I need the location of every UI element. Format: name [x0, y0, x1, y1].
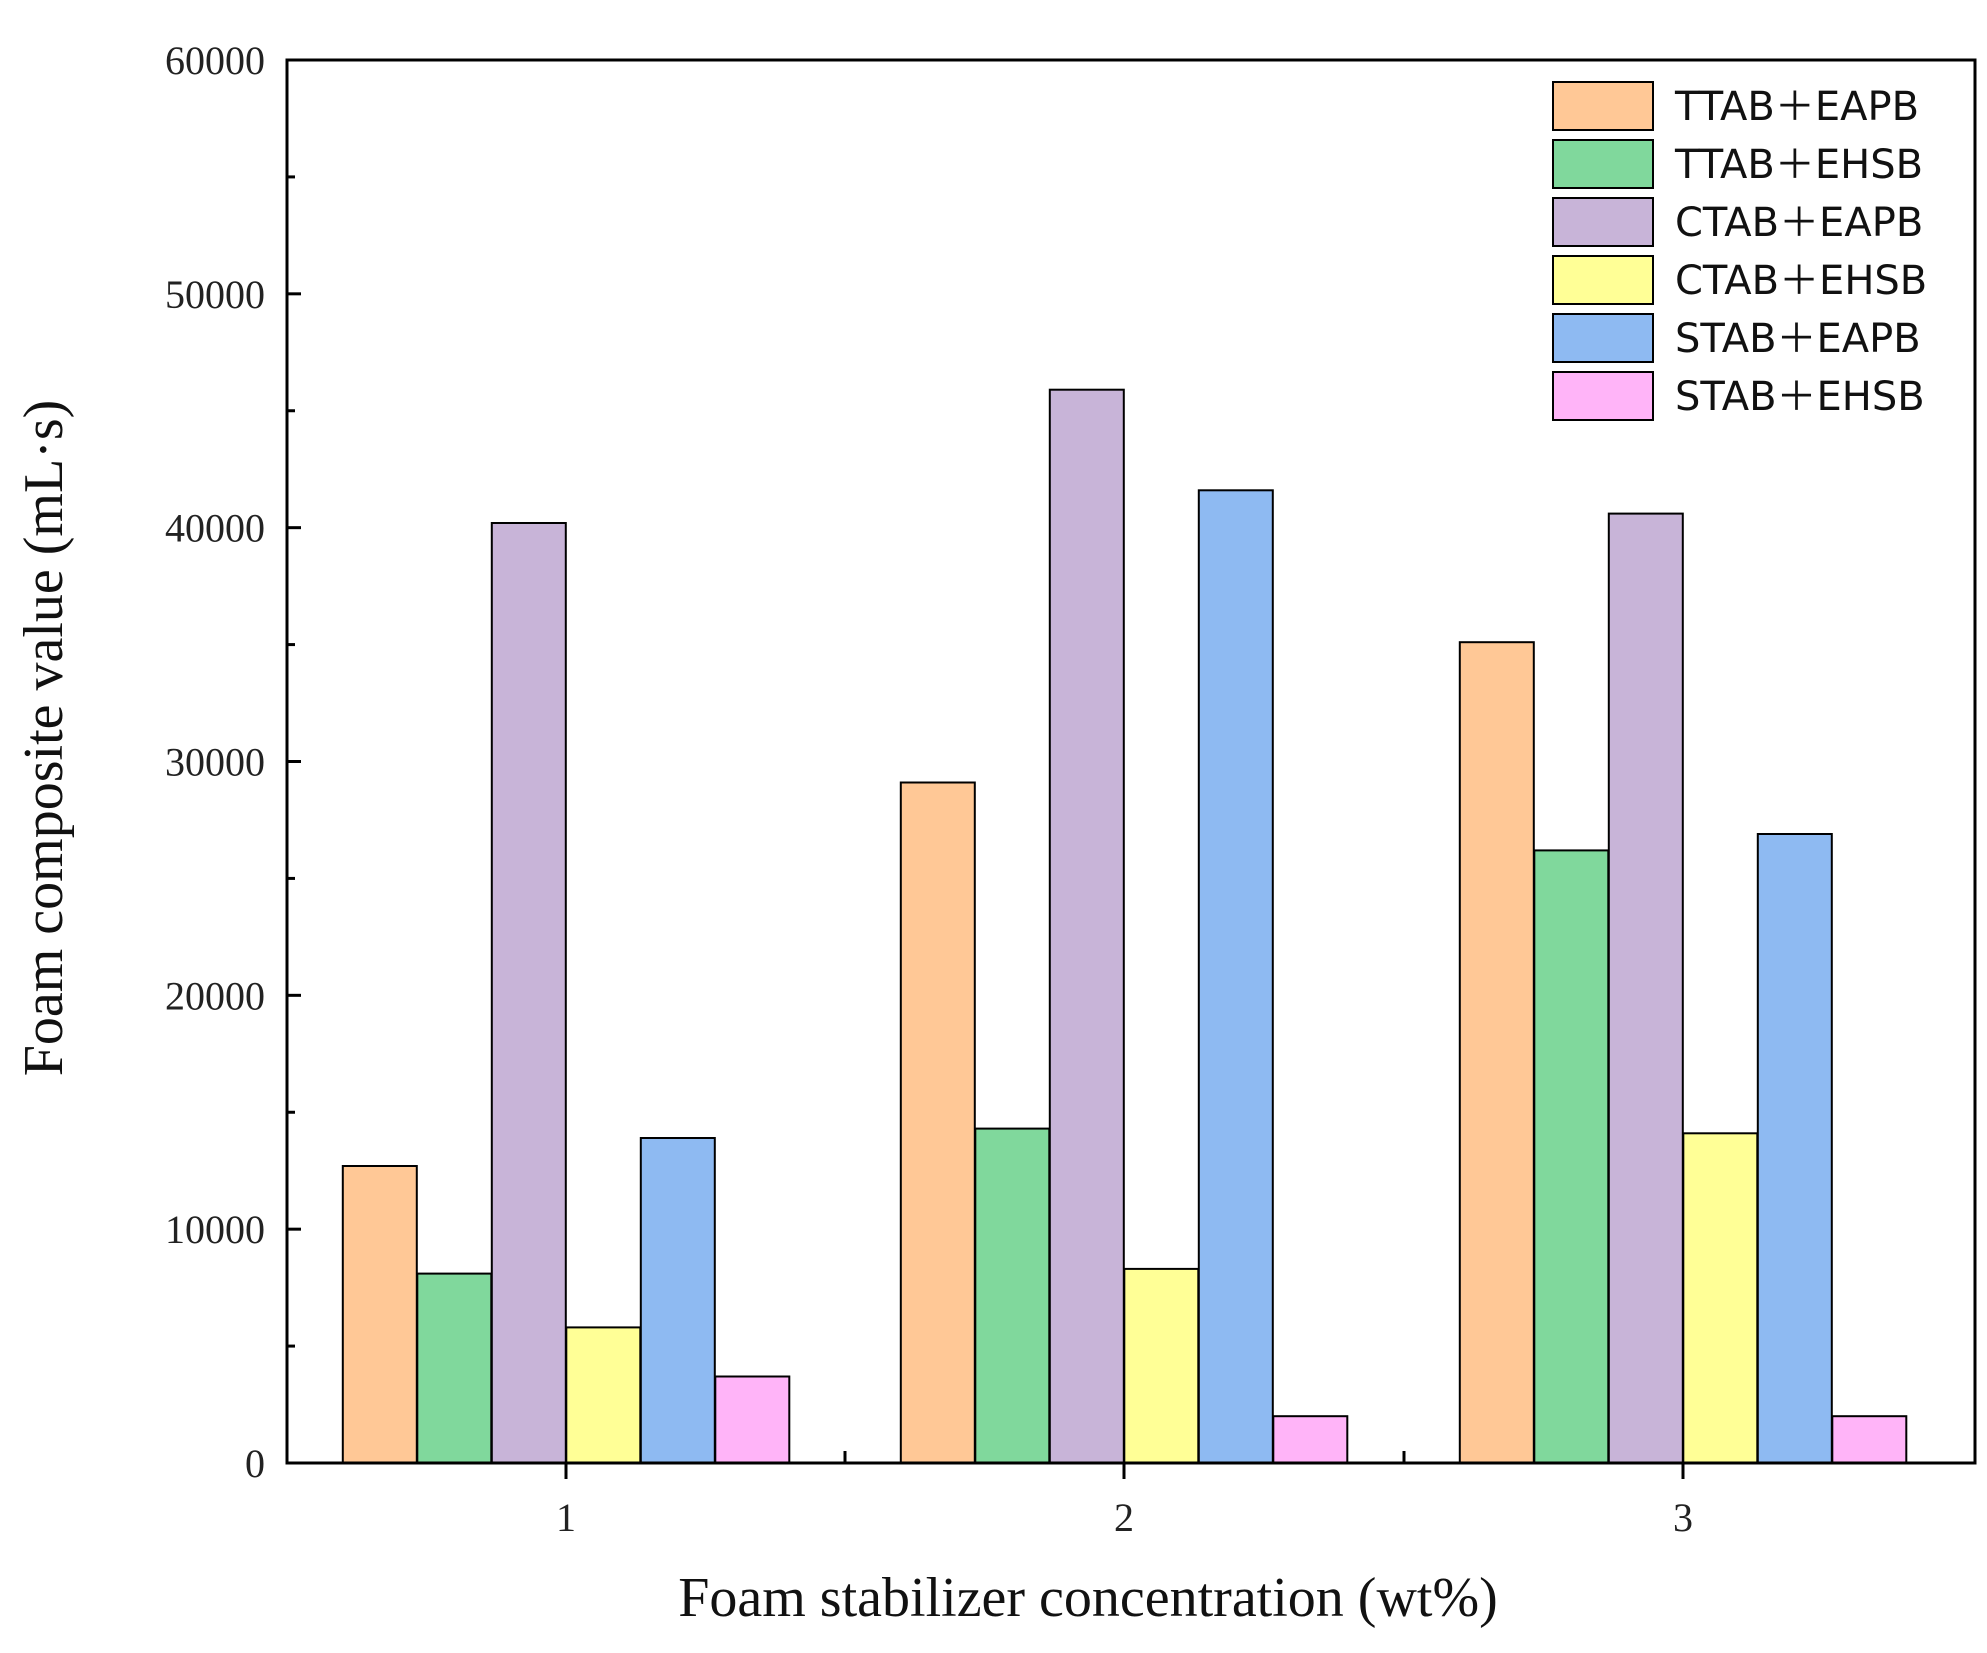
bar-1-cat-2	[899, 781, 976, 1464]
legend-label-2: TTAB＋EHSB	[1674, 142, 1923, 188]
legend-swatch-1	[1552, 81, 1654, 131]
bar-5-cat-2	[1197, 489, 1274, 1464]
bar-6-cat-2	[1272, 1415, 1349, 1464]
axes-layer: 0 10000 20000 30000 40000 50000 60000 1 2 3	[165, 38, 1977, 1540]
bars-layer	[341, 388, 1908, 1465]
legend-swatch-2	[1552, 139, 1654, 189]
legend-swatch-5	[1552, 313, 1654, 363]
bar-4-cat-2	[1123, 1267, 1200, 1465]
bar-2-cat-2	[974, 1127, 1051, 1464]
y-tick-label: 50000	[165, 272, 265, 317]
legend-label-3: CTAB＋EAPB	[1675, 200, 1923, 246]
bar-4-cat-3	[1682, 1132, 1759, 1465]
bar-3-cat-1	[490, 522, 567, 1464]
legend-swatch-6	[1552, 371, 1654, 421]
bar-1-cat-3	[1458, 641, 1535, 1464]
legend-label-4: CTAB＋EHSB	[1675, 258, 1927, 304]
legend-swatch-4	[1552, 255, 1654, 305]
bar-6-cat-1	[714, 1375, 791, 1464]
legend: TTAB＋EAPB TTAB＋EHSB CTAB＋EAPB CTAB＋EHSB STAB…	[1552, 81, 1927, 421]
y-tick-label: 0	[245, 1441, 265, 1486]
legend-label-5: STAB＋EAPB	[1675, 316, 1921, 362]
x-tick-label: 3	[1673, 1495, 1693, 1540]
legend-label-1: TTAB＋EAPB	[1674, 84, 1919, 130]
bar-2-cat-1	[416, 1272, 493, 1464]
bar-2-cat-3	[1533, 849, 1610, 1464]
y-tick-label: 20000	[165, 973, 265, 1018]
bar-3-cat-2	[1048, 388, 1125, 1465]
legend-label-6: STAB＋EHSB	[1675, 374, 1925, 420]
bar-3-cat-3	[1607, 512, 1684, 1464]
bar-4-cat-1	[565, 1326, 642, 1465]
y-tick-label: 40000	[165, 506, 265, 551]
bar-5-cat-1	[639, 1137, 716, 1464]
y-tick-label: 60000	[165, 38, 265, 83]
y-tick-label: 10000	[165, 1207, 265, 1252]
y-axis-title: Foam composite value (mL·s)	[13, 400, 75, 1077]
y-tick-label: 30000	[165, 740, 265, 785]
legend-swatch-3	[1552, 197, 1654, 247]
x-tick-label: 2	[1114, 1495, 1134, 1540]
x-axis-title: Foam stabilizer concentration (wt%)	[678, 1567, 1498, 1629]
bar-5-cat-3	[1756, 833, 1833, 1464]
bar-1-cat-1	[341, 1165, 418, 1464]
x-tick-label: 1	[556, 1495, 576, 1540]
bar-6-cat-3	[1831, 1415, 1908, 1464]
